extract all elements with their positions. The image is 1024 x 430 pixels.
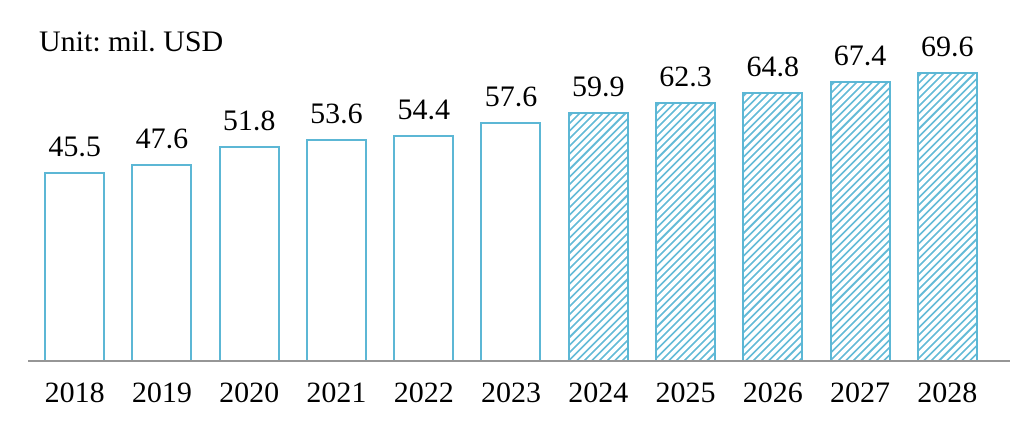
bar-value-label-2022: 54.4 [397,93,450,126]
bar-value-label-2019: 47.6 [135,122,189,155]
x-axis-label-2025: 2025 [655,376,716,409]
bar-2018 [44,172,106,362]
bar-2024 [567,112,629,362]
bar-2027 [829,81,891,362]
chart-column-2024: 59.9 [555,72,642,362]
x-axis-label-2020: 2020 [219,376,280,409]
bar-2021 [305,139,367,362]
x-axis-label-2028: 2028 [917,376,978,409]
bar-value-label-2021: 53.6 [310,97,363,130]
bar-value-label-2025: 62.3 [659,60,712,93]
x-axis-label-2018: 2018 [44,376,105,409]
x-axis-label-2024: 2024 [568,376,629,409]
chart-column-2021: 53.6 [293,99,380,362]
bar-2022 [393,135,455,362]
bar-value-label-2028: 69.6 [921,30,974,63]
bar-value-label-2023: 57.6 [484,80,538,113]
x-axis-label-2026: 2026 [742,376,803,409]
bar-value-label-2018: 45.5 [48,130,101,163]
x-axis-label-2021: 2021 [306,376,367,409]
chart-column-2022: 54.4 [380,95,467,362]
bar-2023 [480,122,542,362]
x-axis-label-2027: 2027 [830,376,891,409]
bar-value-label-2020: 51.8 [222,104,276,137]
x-axis-label-2023: 2023 [480,376,541,409]
bar-value-label-2024: 59.9 [571,70,625,103]
chart-unit-label: Unit: mil. USD [39,25,224,58]
chart-column-2026: 64.8 [729,52,816,362]
bar-2028 [916,72,978,362]
bar-2020 [218,146,280,362]
chart-column-2023: 57.6 [467,82,554,362]
chart-column-2028: 69.6 [904,32,991,362]
chart-column-2025: 62.3 [642,62,729,362]
chart-column-2018: 45.5 [31,132,118,362]
x-axis-label-2022: 2022 [393,376,454,409]
chart-column-2020: 51.8 [206,106,293,362]
bar-value-label-2026: 64.8 [746,50,800,83]
chart-bars-area: 45.5 47.6 51.8 53.6 54.4 57.6 59.9 62.3 64.8 67.4… [31,22,991,362]
bar-2026 [742,92,804,362]
chart-column-2027: 67.4 [816,41,903,362]
x-axis-line [28,360,1010,362]
bar-value-label-2027: 67.4 [833,39,887,72]
chart-column-2019: 47.6 [118,124,205,362]
x-axis-label-2019: 2019 [131,376,192,409]
bar-2025 [654,102,716,362]
bar-2019 [131,164,193,362]
x-axis-labels: 2018 2019 2020 2021 2022 2023 2024 2025 2026 2027… [31,375,991,411]
